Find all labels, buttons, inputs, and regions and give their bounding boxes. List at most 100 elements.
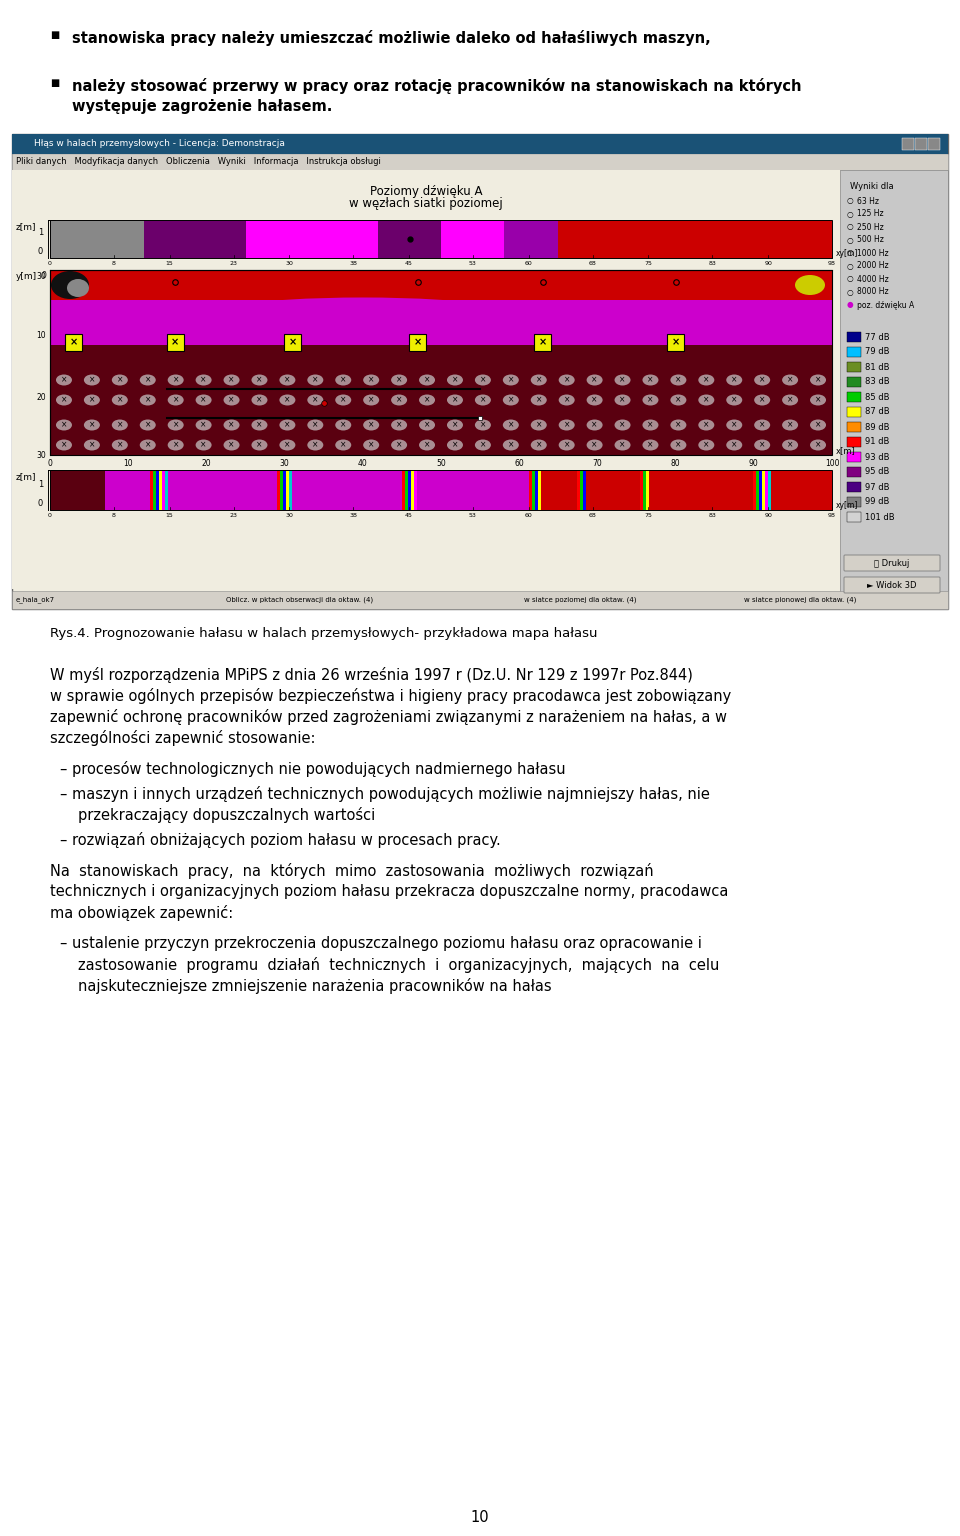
Text: 20: 20 (202, 459, 211, 468)
Text: 101 dB: 101 dB (865, 513, 895, 522)
Ellipse shape (559, 419, 575, 430)
Text: ×: × (480, 421, 486, 430)
Ellipse shape (335, 395, 351, 406)
Bar (646, 470, 649, 510)
Bar (847, 347, 861, 356)
FancyBboxPatch shape (844, 578, 940, 593)
Bar (840, 170, 948, 608)
Ellipse shape (307, 419, 324, 430)
Bar (402, 470, 405, 510)
Text: przekraczający dopuszczalnych wartości: przekraczający dopuszczalnych wartości (78, 806, 375, 823)
Ellipse shape (447, 375, 463, 386)
Bar (65, 333, 82, 350)
Bar (768, 470, 771, 510)
Bar (408, 470, 411, 510)
Text: ×: × (145, 375, 151, 384)
Text: ×: × (368, 421, 374, 430)
Text: ×: × (591, 375, 598, 384)
Text: Rys.4. Prognozowanie hałasu w halach przemysłowych- przykładowa mapa hałasu: Rys.4. Prognozowanie hałasu w halach prz… (50, 627, 597, 641)
Text: 4000 Hz: 4000 Hz (857, 275, 889, 284)
Ellipse shape (167, 298, 559, 352)
Text: 500 Hz: 500 Hz (857, 235, 884, 244)
Text: ×: × (312, 395, 319, 404)
Text: ×: × (60, 395, 67, 404)
Text: w siatce poziomej dla oktaw. (4): w siatce poziomej dla oktaw. (4) (524, 598, 636, 604)
Text: ×: × (480, 441, 486, 450)
Text: 1: 1 (38, 479, 43, 488)
Text: ×: × (60, 375, 67, 384)
Text: 77 dB: 77 dB (865, 332, 890, 341)
Text: 93 dB: 93 dB (865, 453, 890, 461)
Ellipse shape (391, 375, 407, 386)
Ellipse shape (614, 375, 631, 386)
Bar (286, 470, 289, 510)
Ellipse shape (755, 439, 770, 450)
Ellipse shape (419, 375, 435, 386)
Text: ×: × (228, 441, 235, 450)
Text: ×: × (480, 375, 486, 384)
Bar (764, 470, 768, 510)
Text: ×: × (145, 421, 151, 430)
Text: 89 dB: 89 dB (865, 422, 890, 432)
Ellipse shape (252, 395, 268, 406)
Ellipse shape (810, 439, 826, 450)
Bar (534, 333, 551, 350)
Text: ×: × (508, 395, 514, 404)
Bar (847, 376, 861, 387)
Text: 90: 90 (764, 261, 772, 266)
Bar (165, 470, 169, 510)
Text: występuje zagrożenie hałasem.: występuje zagrożenie hałasem. (72, 98, 332, 114)
Text: 70: 70 (592, 459, 602, 468)
Text: ×: × (647, 395, 654, 404)
Text: ×: × (256, 395, 263, 404)
Text: ×: × (201, 441, 206, 450)
Text: 90: 90 (749, 459, 758, 468)
Ellipse shape (475, 375, 491, 386)
Text: ×: × (256, 375, 263, 384)
Ellipse shape (642, 439, 659, 450)
Ellipse shape (196, 419, 211, 430)
Ellipse shape (559, 375, 575, 386)
Text: 60: 60 (525, 513, 533, 518)
Text: ×: × (732, 421, 737, 430)
Bar (847, 498, 861, 507)
Text: 38: 38 (349, 261, 357, 266)
Text: ×: × (732, 441, 737, 450)
Bar (50, 470, 832, 510)
Text: ×: × (173, 375, 179, 384)
Text: ○: ○ (847, 197, 853, 206)
Text: ×: × (201, 421, 206, 430)
Ellipse shape (810, 419, 826, 430)
Text: ×: × (703, 375, 709, 384)
Ellipse shape (503, 419, 518, 430)
Text: ×: × (675, 421, 682, 430)
Bar (847, 467, 861, 478)
Text: ×: × (591, 441, 598, 450)
Ellipse shape (56, 419, 72, 430)
Ellipse shape (391, 419, 407, 430)
Ellipse shape (363, 439, 379, 450)
Ellipse shape (56, 395, 72, 406)
Ellipse shape (140, 375, 156, 386)
Ellipse shape (755, 395, 770, 406)
Ellipse shape (363, 395, 379, 406)
Text: ×: × (173, 421, 179, 430)
Text: ×: × (424, 441, 430, 450)
Ellipse shape (614, 419, 631, 430)
Text: ×: × (647, 441, 654, 450)
Ellipse shape (670, 419, 686, 430)
Text: 68: 68 (588, 513, 596, 518)
Ellipse shape (307, 439, 324, 450)
Ellipse shape (419, 419, 435, 430)
Ellipse shape (363, 375, 379, 386)
Bar (277, 470, 280, 510)
Text: y[m]: y[m] (16, 272, 37, 281)
Text: Pliki danych   Modyfikacja danych   Obliczenia   Wyniki   Informacja   Instrukcj: Pliki danych Modyfikacja danych Obliczen… (16, 158, 381, 166)
Ellipse shape (698, 419, 714, 430)
Text: zastosowanie  programu  działań  technicznych  i  organizacyjnych,  mających  na: zastosowanie programu działań techniczny… (78, 957, 719, 972)
Bar (12, 134, 948, 154)
Text: 53: 53 (469, 261, 477, 266)
Ellipse shape (698, 439, 714, 450)
Bar (409, 333, 426, 350)
Text: 30: 30 (36, 272, 46, 281)
